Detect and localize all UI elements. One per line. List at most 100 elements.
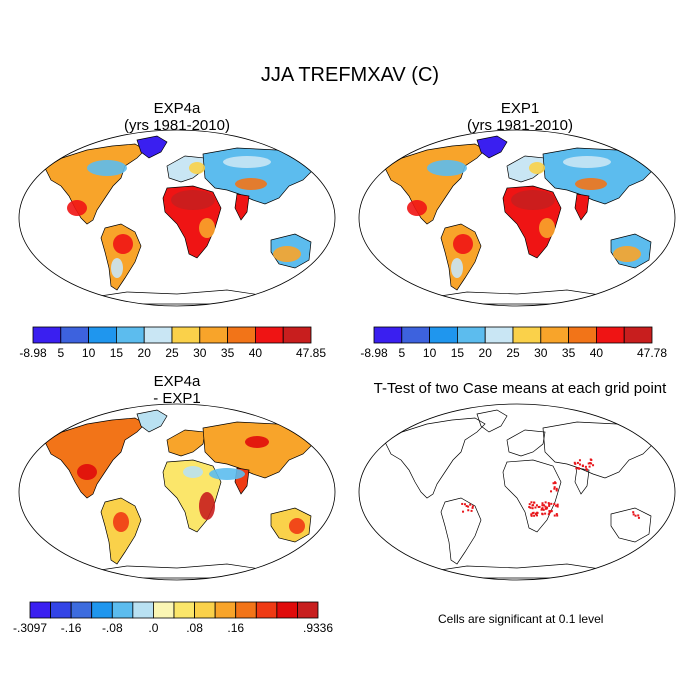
colorbar-swatch (194, 601, 216, 619)
significant-cell (537, 506, 540, 509)
significant-cell (550, 509, 553, 512)
significant-cell (585, 468, 588, 471)
colorbar-swatch (276, 601, 298, 619)
panel2-title-line1: EXP1 (500, 100, 540, 117)
colorbar-swatch (32, 326, 62, 344)
significant-cell (578, 459, 581, 462)
europe-landmass (506, 429, 546, 457)
map-panel-exp1 (358, 129, 676, 307)
colorbar-swatch (429, 326, 458, 344)
significant-cell (556, 505, 559, 508)
greenland-landmass (136, 135, 168, 159)
significant-cell (542, 508, 545, 511)
significant-cell (528, 503, 531, 506)
temperature-hotspot (289, 518, 305, 534)
colorbar-label: 40 (590, 346, 604, 360)
significant-cell (544, 501, 547, 504)
temperature-hotspot (199, 492, 215, 520)
temperature-hotspot (183, 466, 203, 478)
north-america-landmass (44, 143, 146, 225)
temperature-hotspot (113, 512, 129, 532)
significant-cell (547, 502, 550, 505)
significant-cell (470, 509, 473, 512)
colorbar-label: 30 (193, 346, 207, 360)
significant-cell (555, 489, 558, 492)
colorbar-label: 30 (534, 346, 548, 360)
colorbar-label: 40 (249, 346, 263, 360)
colorbar-swatch (171, 326, 201, 344)
south-america-landmass (440, 223, 482, 291)
colorbar-swatch (227, 326, 256, 344)
colorbar-label: 20 (479, 346, 493, 360)
significant-cell (541, 507, 544, 510)
significant-cell (637, 514, 640, 517)
colorbar-label: 20 (138, 346, 152, 360)
temperature-hotspot (451, 258, 463, 278)
significant-cell (544, 505, 547, 508)
significant-cell (590, 459, 593, 462)
significant-cell (554, 482, 557, 485)
colorbar-swatch (484, 326, 514, 344)
significant-cell (592, 464, 595, 467)
colorbar-swatch (132, 601, 154, 619)
colorbar-swatch (199, 326, 229, 344)
north-america-landmass (44, 417, 146, 499)
significant-cell (553, 514, 556, 517)
significant-cell (581, 464, 584, 467)
significant-cell (555, 513, 558, 516)
colorbar-swatch (88, 326, 117, 344)
colorbar-swatch (297, 601, 319, 619)
africa-landmass (502, 459, 562, 533)
significant-cell (535, 504, 538, 507)
colorbar-label: 15 (451, 346, 465, 360)
significance-note: Cells are significant at 0.1 level (438, 612, 604, 626)
colorbar-label: .0 (148, 621, 158, 635)
significant-cell (634, 514, 637, 517)
panel3-title-line2: - EXP1 (153, 390, 201, 407)
panel4-title-line1: T-Test of two Case means at each grid po… (373, 380, 667, 397)
significant-cell (590, 462, 593, 465)
colorbar-swatch (70, 601, 93, 619)
significant-cell (578, 467, 581, 470)
significant-cell (553, 503, 556, 506)
temperature-hotspot (235, 178, 267, 190)
panel4-title: T-Test of two Case means at each grid po… (350, 380, 690, 397)
colorbar-swatch (214, 601, 237, 619)
map-border (18, 129, 336, 307)
colorbar-swatch (373, 326, 403, 344)
temperature-hotspot (209, 468, 245, 480)
significant-cell (536, 514, 539, 517)
map-panel-difference (18, 403, 336, 581)
colorbar-label: 15 (110, 346, 124, 360)
south-america-landmass (440, 497, 482, 565)
significant-cell (544, 512, 547, 515)
significant-cell (462, 510, 465, 513)
colorbar-label: 5 (57, 346, 64, 360)
colorbar-swatch (282, 326, 312, 344)
colorbar-label: -.08 (102, 621, 123, 635)
significant-cell (533, 514, 536, 517)
colorbar-swatch (457, 326, 486, 344)
colorbar-exp1: -8.98 5 10 15 20 25 30 35 40 47.78 (360, 326, 667, 360)
significant-cell (632, 511, 635, 514)
map-panel-exp4a (18, 129, 336, 307)
temperature-hotspot (189, 162, 205, 174)
significant-cell (589, 462, 592, 465)
antarctica-landmass (86, 289, 269, 305)
temperature-hotspot (171, 190, 215, 210)
colorbar-swatch (60, 326, 89, 344)
significant-cell (467, 509, 470, 512)
significant-cell (632, 513, 635, 516)
temperature-hotspot (245, 436, 269, 448)
panel2-title: EXP1 (yrs 1981-2010) (380, 100, 660, 134)
panel3-title: EXP4a - EXP1 (37, 373, 317, 407)
significant-cell (555, 487, 558, 490)
significant-cell (578, 463, 581, 466)
colorbar-label: 5 (398, 346, 405, 360)
colorbar-label: 25 (165, 346, 179, 360)
colorbar-label: 10 (423, 346, 437, 360)
map-panel-ttest (358, 403, 676, 581)
temperature-hotspot (575, 178, 607, 190)
asia-landmass (542, 421, 654, 479)
temperature-hotspot (529, 162, 545, 174)
